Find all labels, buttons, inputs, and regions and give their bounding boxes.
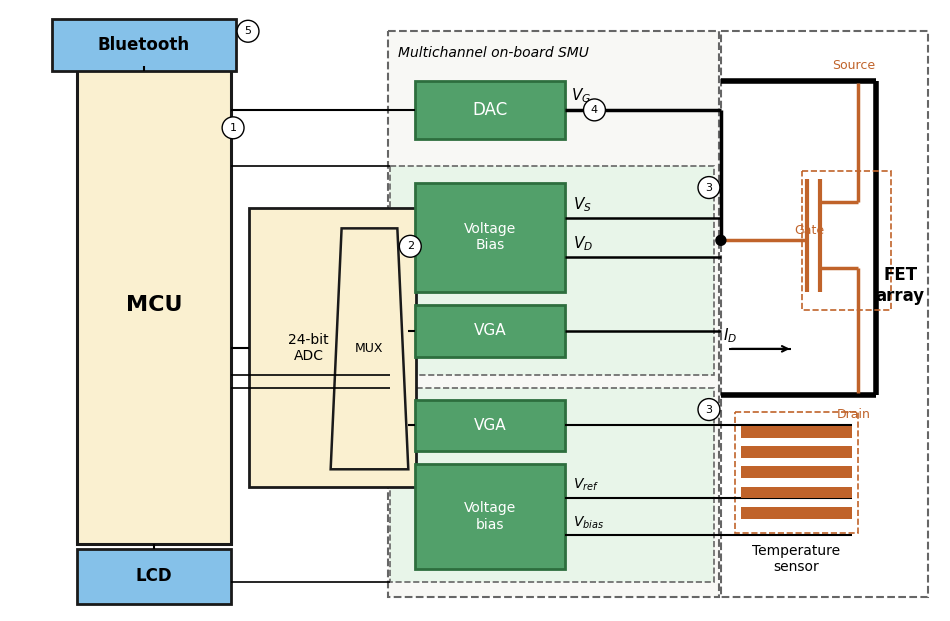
Text: $V_\mathregular{ref}$: $V_\mathregular{ref}$ — [573, 476, 598, 493]
Bar — [415, 81, 564, 138]
Text: $V_\mathregular{D}$: $V_\mathregular{D}$ — [573, 235, 593, 253]
Bar — [77, 549, 231, 604]
Text: $V_\mathregular{bias}$: $V_\mathregular{bias}$ — [573, 514, 604, 531]
Text: FET
array: FET array — [876, 266, 924, 305]
Text: Temperature
sensor: Temperature sensor — [752, 544, 841, 574]
Text: $V_\mathregular{S}$: $V_\mathregular{S}$ — [573, 196, 592, 214]
Text: Gate: Gate — [794, 224, 825, 237]
Bar — [415, 183, 564, 292]
Circle shape — [716, 235, 726, 245]
Bar — [735, 412, 858, 533]
Bar — [77, 66, 231, 544]
Circle shape — [399, 235, 421, 257]
Bar — [741, 507, 852, 519]
Text: Drain: Drain — [836, 408, 870, 421]
Text: LCD: LCD — [136, 568, 172, 586]
Circle shape — [583, 99, 605, 121]
Text: 24-bit
ADC: 24-bit ADC — [289, 333, 329, 363]
Text: $I_\mathregular{D}$: $I_\mathregular{D}$ — [723, 327, 737, 345]
Bar — [415, 399, 564, 451]
Text: Multichannel on-board SMU: Multichannel on-board SMU — [398, 46, 589, 60]
Text: 4: 4 — [591, 105, 598, 115]
Bar — [52, 19, 236, 71]
Text: Voltage
bias: Voltage bias — [464, 502, 516, 532]
Bar — [415, 465, 564, 569]
Bar — [415, 305, 564, 357]
Text: VGA: VGA — [474, 324, 506, 338]
Text: VGA: VGA — [474, 418, 506, 433]
Circle shape — [238, 20, 259, 42]
Text: 3: 3 — [706, 183, 712, 193]
Text: Bluetooth: Bluetooth — [98, 36, 190, 54]
Circle shape — [698, 176, 720, 199]
Text: DAC: DAC — [472, 101, 507, 119]
Text: 5: 5 — [244, 26, 252, 36]
Circle shape — [698, 399, 720, 420]
Text: Voltage
Bias: Voltage Bias — [464, 222, 516, 252]
Bar — [721, 31, 928, 597]
Text: 2: 2 — [407, 242, 414, 252]
Text: $V_\mathregular{G}$: $V_\mathregular{G}$ — [571, 86, 591, 106]
Bar — [741, 466, 852, 478]
Text: 1: 1 — [230, 123, 237, 133]
Text: 3: 3 — [706, 404, 712, 415]
Bar — [741, 426, 852, 438]
Text: MCU: MCU — [125, 295, 182, 315]
Polygon shape — [331, 229, 408, 469]
Bar — [741, 446, 852, 458]
Bar — [802, 171, 891, 310]
Text: Source: Source — [832, 58, 875, 71]
Bar — [390, 166, 714, 374]
Bar — [389, 31, 719, 597]
Bar — [741, 486, 852, 499]
Bar — [390, 388, 714, 582]
Text: MUX: MUX — [355, 342, 384, 355]
Circle shape — [222, 117, 244, 138]
Bar — [249, 209, 416, 487]
